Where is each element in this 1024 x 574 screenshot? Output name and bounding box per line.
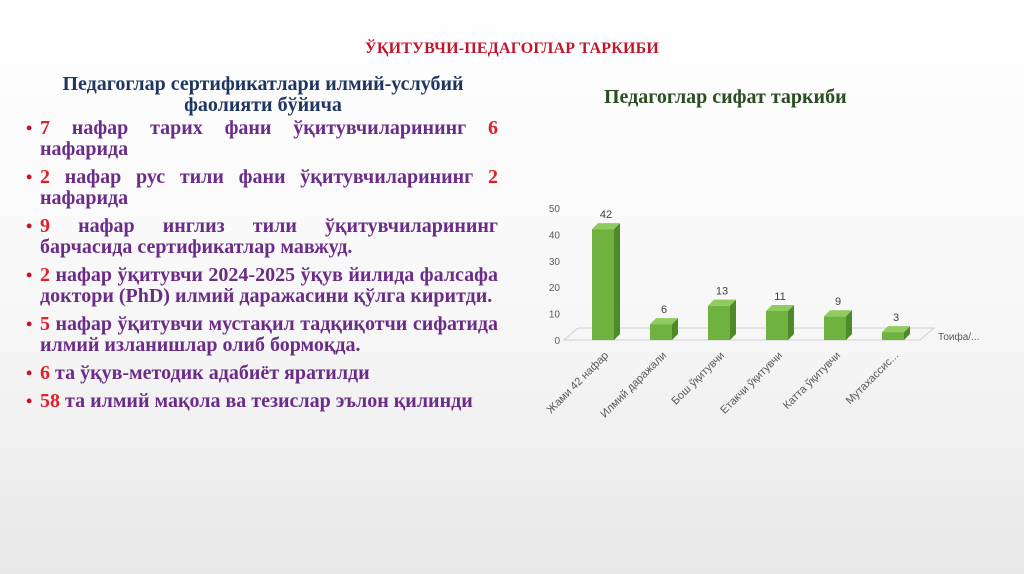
x-axis-title: Тоифа/... xyxy=(938,331,979,343)
bar-side xyxy=(672,318,678,340)
bullet-icon: • xyxy=(26,265,33,285)
category-label: Катта ўқитувчи xyxy=(781,350,843,412)
list-item: • 6 та ўқув-методик адабиёт яратилди xyxy=(26,362,498,384)
y-tick-label: 50 xyxy=(549,204,561,215)
list-item: • 5 нафар ўқитувчи мустақил тадқиқотчи си… xyxy=(26,313,498,356)
category-label: Мутахассис... xyxy=(844,350,901,407)
data-label: 9 xyxy=(835,296,841,308)
bar xyxy=(824,316,846,340)
item-number: 58 xyxy=(40,390,60,412)
list-item: • 7 нафар тарих фани ўқитувчиларининг 6 н… xyxy=(26,117,498,160)
list-item: • 2 нафар рус тили фани ўқитувчиларининг … xyxy=(26,166,498,209)
item-text: нафар рус тили фани ўқитувчиларининг xyxy=(64,166,488,188)
y-tick-label: 10 xyxy=(549,310,561,321)
item-text: та ўқув-методик адабиёт яратилди xyxy=(55,362,370,384)
bar-top xyxy=(708,299,736,306)
chart-floor xyxy=(562,327,936,341)
slide-title: ЎҚИТУВЧИ-ПЕДАГОГЛАР ТАРКИБИ xyxy=(364,40,660,57)
item-text-secondary: нафарида xyxy=(40,187,129,209)
bar-top xyxy=(766,304,794,311)
bar-top xyxy=(592,223,620,230)
certificates-list: • 7 нафар тарих фани ўқитувчиларининг 6 н… xyxy=(26,117,498,412)
bullet-icon: • xyxy=(26,118,33,138)
data-label: 6 xyxy=(661,304,667,316)
bar-side xyxy=(788,304,794,340)
item-number: 6 xyxy=(40,362,50,384)
bar xyxy=(592,229,614,340)
item-text: нафар инглиз тили ўқитувчиларининг барча… xyxy=(40,215,498,258)
certificates-heading: Педагоглар сертификатлари илмий-услубий … xyxy=(62,73,464,116)
certificates-panel: Педагоглар сертификатлари илмий-услубий … xyxy=(26,73,498,419)
y-tick-label: 30 xyxy=(549,257,561,268)
item-text: нафар ўқитувчи мустақил тадқиқотчи сифат… xyxy=(40,313,498,356)
category-label: Жами 42 нафар xyxy=(545,350,611,416)
y-tick-label: 0 xyxy=(554,336,560,347)
y-tick-label: 20 xyxy=(549,283,561,294)
bar-side xyxy=(614,223,620,340)
bullet-icon: • xyxy=(26,314,33,334)
bar xyxy=(882,332,904,340)
item-number-secondary: 6 xyxy=(488,117,498,139)
data-label: 11 xyxy=(774,291,785,303)
bar-side xyxy=(846,310,852,340)
bar-top xyxy=(650,318,678,325)
bullet-icon: • xyxy=(26,363,33,383)
chart-heading: Педагоглар сифат таркиби xyxy=(604,86,847,108)
item-number: 5 xyxy=(40,313,50,335)
item-number: 7 xyxy=(40,117,50,139)
y-tick-label: 40 xyxy=(549,230,561,241)
item-number: 2 xyxy=(40,166,50,188)
bar-top xyxy=(824,310,852,317)
bar-side xyxy=(730,299,736,340)
data-label: 3 xyxy=(893,312,899,324)
bar xyxy=(766,310,788,340)
data-label: 42 xyxy=(600,209,612,221)
item-number: 2 xyxy=(40,264,50,286)
category-label: Етакчи ўқитувчи xyxy=(718,350,785,417)
item-number-secondary: 2 xyxy=(488,166,498,188)
list-item: • 2 нафар ўқитувчи 2024-2025 ўқув йилида … xyxy=(26,264,498,307)
bar xyxy=(650,324,672,340)
category-label: Бош ўқитувчи xyxy=(669,350,727,408)
item-text-secondary: нафарида xyxy=(40,138,129,160)
item-text: нафар тарих фани ўқитувчиларининг xyxy=(71,117,488,139)
list-item: • 58 та илмий мақола ва тезислар эълон қи… xyxy=(26,390,498,412)
bullet-icon: • xyxy=(26,216,33,236)
item-number: 9 xyxy=(40,215,50,237)
bar-top xyxy=(882,326,910,333)
data-label: 13 xyxy=(716,286,728,298)
item-text: нафар ўқитувчи 2024-2025 ўқув йилида фал… xyxy=(40,264,498,307)
bar-side xyxy=(904,326,910,340)
bullet-icon: • xyxy=(26,167,33,187)
bullet-icon: • xyxy=(26,391,33,411)
bar xyxy=(708,305,730,340)
list-item: • 9 нафар инглиз тили ўқитувчиларининг ба… xyxy=(26,215,498,258)
item-text: та илмий мақола ва тезислар эълон қилинд… xyxy=(65,390,473,412)
